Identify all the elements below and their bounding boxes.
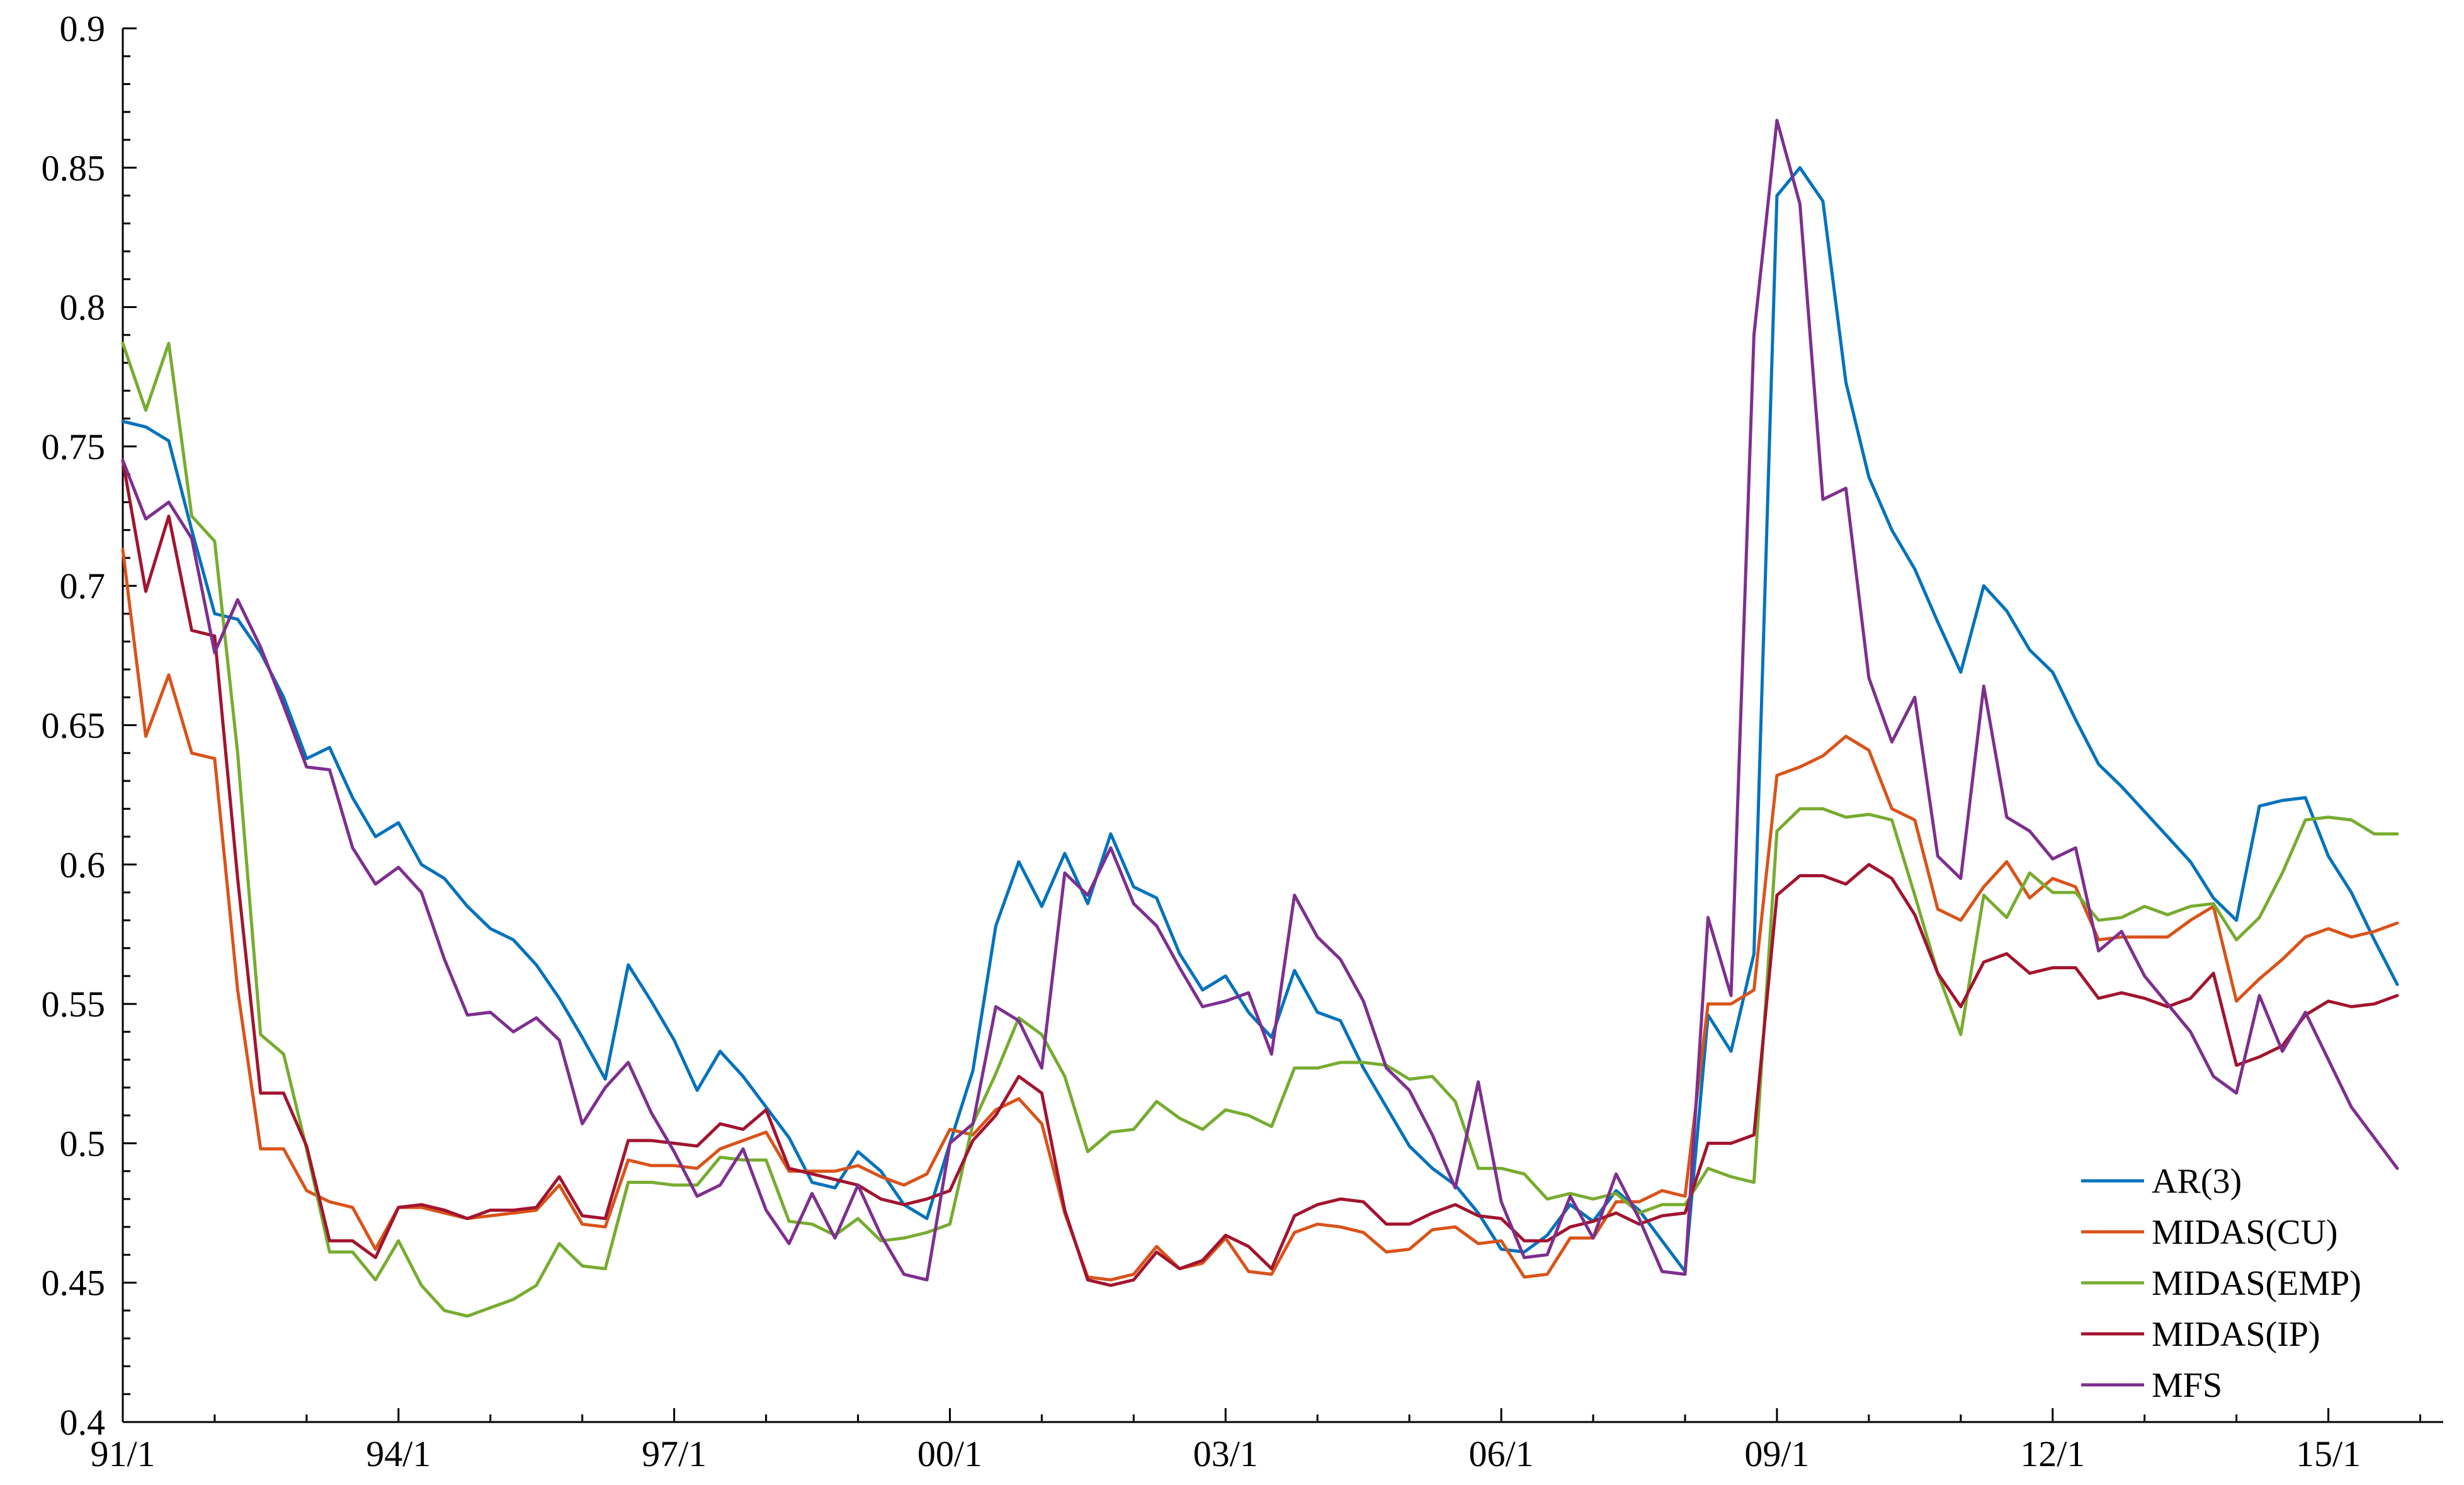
x-tick-label: 00/1 <box>917 1433 982 1474</box>
y-tick-label: 0.55 <box>42 984 106 1025</box>
x-tick-label: 91/1 <box>90 1433 155 1474</box>
y-tick-label: 0.75 <box>42 426 106 467</box>
axes: 0.4 0.45 0.5 0.55 0.6 0.65 0.7 0.75 0.8 0.85 0.9 91… <box>42 8 2443 1474</box>
legend-label: MIDAS(CU) <box>2152 1213 2338 1252</box>
y-tick-label: 0.6 <box>60 845 106 885</box>
y-tick-label: 0.8 <box>60 287 106 328</box>
y-tick-label: 0.65 <box>42 705 106 746</box>
legend-label: AR(3) <box>2152 1162 2242 1201</box>
x-tick-label: 94/1 <box>366 1433 431 1474</box>
x-tick-label: 12/1 <box>2020 1433 2085 1474</box>
series-line-3 <box>121 458 2399 1287</box>
x-tick-label: 09/1 <box>1744 1433 1809 1474</box>
x-tick-label: 15/1 <box>2296 1433 2361 1474</box>
y-tick-label: 0.4 <box>60 1402 106 1443</box>
series-line-1 <box>121 548 2399 1282</box>
y-tick-label: 0.5 <box>60 1123 106 1164</box>
x-tick-label: 06/1 <box>1469 1433 1534 1474</box>
y-tick-label: 0.9 <box>60 8 106 49</box>
y-tick-label: 0.7 <box>60 566 106 606</box>
legend: AR(3) MIDAS(CU) MIDAS(EMP) MIDAS(IP) MFS <box>2081 1162 2361 1405</box>
y-tick-label: 0.45 <box>42 1263 106 1304</box>
legend-label: MIDAS(EMP) <box>2152 1264 2361 1303</box>
x-tick-label: 03/1 <box>1193 1433 1258 1474</box>
series-lines <box>121 118 2399 1318</box>
legend-label: MIDAS(IP) <box>2152 1315 2320 1354</box>
legend-label: MFS <box>2152 1366 2222 1405</box>
series-line-0 <box>121 166 2399 1273</box>
x-tick-label: 97/1 <box>642 1433 707 1474</box>
y-tick-label: 0.85 <box>42 147 106 188</box>
series-line-2 <box>121 341 2399 1318</box>
series-line-4 <box>121 118 2399 1282</box>
